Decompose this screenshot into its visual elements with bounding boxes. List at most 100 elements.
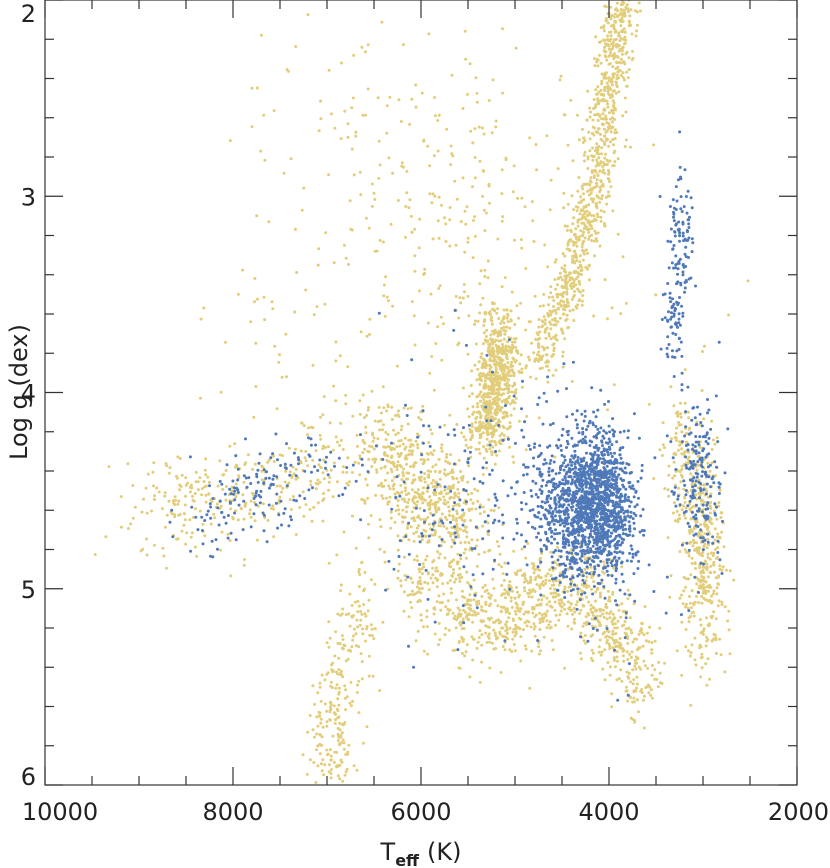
data-point [354, 134, 358, 138]
data-point [308, 508, 312, 511]
data-point [635, 675, 639, 679]
data-point [612, 656, 616, 660]
data-point [549, 327, 553, 331]
data-point [642, 659, 646, 663]
data-point [358, 454, 362, 458]
data-point [538, 584, 542, 588]
data-point [470, 538, 474, 542]
data-point [495, 362, 499, 366]
data-point [685, 461, 688, 465]
data-point [485, 328, 489, 332]
data-point [408, 445, 412, 449]
data-point [399, 584, 403, 588]
data-point [496, 352, 500, 356]
data-point [690, 505, 694, 509]
data-point [610, 79, 613, 83]
data-point [478, 420, 482, 424]
data-point [581, 624, 585, 628]
data-point [611, 138, 615, 141]
data-point [482, 445, 486, 449]
data-point [562, 603, 566, 607]
data-point [471, 613, 475, 617]
data-point [431, 485, 435, 489]
data-point [414, 461, 418, 465]
data-point [308, 758, 312, 762]
data-point [494, 343, 498, 347]
data-point [354, 632, 358, 636]
data-point [682, 452, 686, 456]
data-point [140, 510, 144, 514]
data-point [650, 651, 654, 655]
data-point [507, 396, 511, 400]
data-point [467, 415, 471, 419]
data-point [341, 779, 345, 783]
data-point [601, 184, 605, 188]
data-point [446, 487, 450, 491]
data-point [388, 95, 392, 99]
data-point [519, 617, 523, 621]
data-point [350, 615, 354, 619]
data-point [511, 589, 514, 593]
data-point [704, 662, 708, 666]
data-point [704, 589, 708, 593]
data-point [382, 406, 386, 410]
data-point [593, 64, 597, 68]
data-point [599, 88, 603, 92]
data-point [607, 190, 610, 194]
data-point [618, 69, 622, 73]
data-point [580, 216, 584, 220]
data-point [637, 633, 641, 636]
data-point [462, 512, 466, 515]
data-point [503, 592, 507, 596]
data-point [340, 731, 344, 735]
data-point [448, 244, 452, 248]
data-point [577, 279, 581, 283]
data-point [483, 275, 487, 278]
data-point [482, 323, 486, 327]
data-point [626, 699, 629, 703]
data-point [382, 294, 386, 298]
data-point [704, 487, 708, 491]
data-point [631, 49, 634, 53]
data-point [489, 333, 493, 337]
data-point [477, 125, 481, 129]
data-point [689, 703, 693, 707]
data-point [270, 300, 274, 304]
data-point [337, 690, 341, 694]
data-point [554, 613, 558, 617]
data-point [615, 650, 619, 654]
data-point [478, 680, 482, 684]
data-point [579, 269, 583, 273]
data-point [437, 643, 440, 647]
data-point [216, 484, 220, 488]
data-point [356, 444, 359, 448]
data-point [443, 488, 447, 492]
data-point [621, 654, 625, 658]
data-point [443, 216, 446, 220]
data-point [449, 471, 453, 475]
data-point [224, 340, 227, 344]
data-point [625, 689, 629, 693]
data-point [367, 406, 370, 409]
data-point [647, 691, 651, 695]
data-point [613, 622, 617, 626]
data-point [583, 634, 587, 637]
data-point [311, 363, 315, 367]
data-point [448, 496, 452, 500]
data-point [487, 498, 491, 502]
data-point [497, 506, 501, 510]
data-point [567, 304, 571, 308]
data-point [497, 317, 501, 320]
data-point [436, 550, 440, 554]
data-point [474, 429, 478, 433]
data-point [239, 506, 243, 510]
data-point [418, 587, 422, 591]
data-point [493, 599, 497, 602]
data-point [416, 559, 420, 563]
data-point [562, 455, 566, 459]
data-point [370, 627, 374, 631]
data-point [657, 660, 661, 664]
data-point [544, 353, 548, 357]
data-point [485, 431, 489, 434]
data-point [566, 143, 570, 147]
